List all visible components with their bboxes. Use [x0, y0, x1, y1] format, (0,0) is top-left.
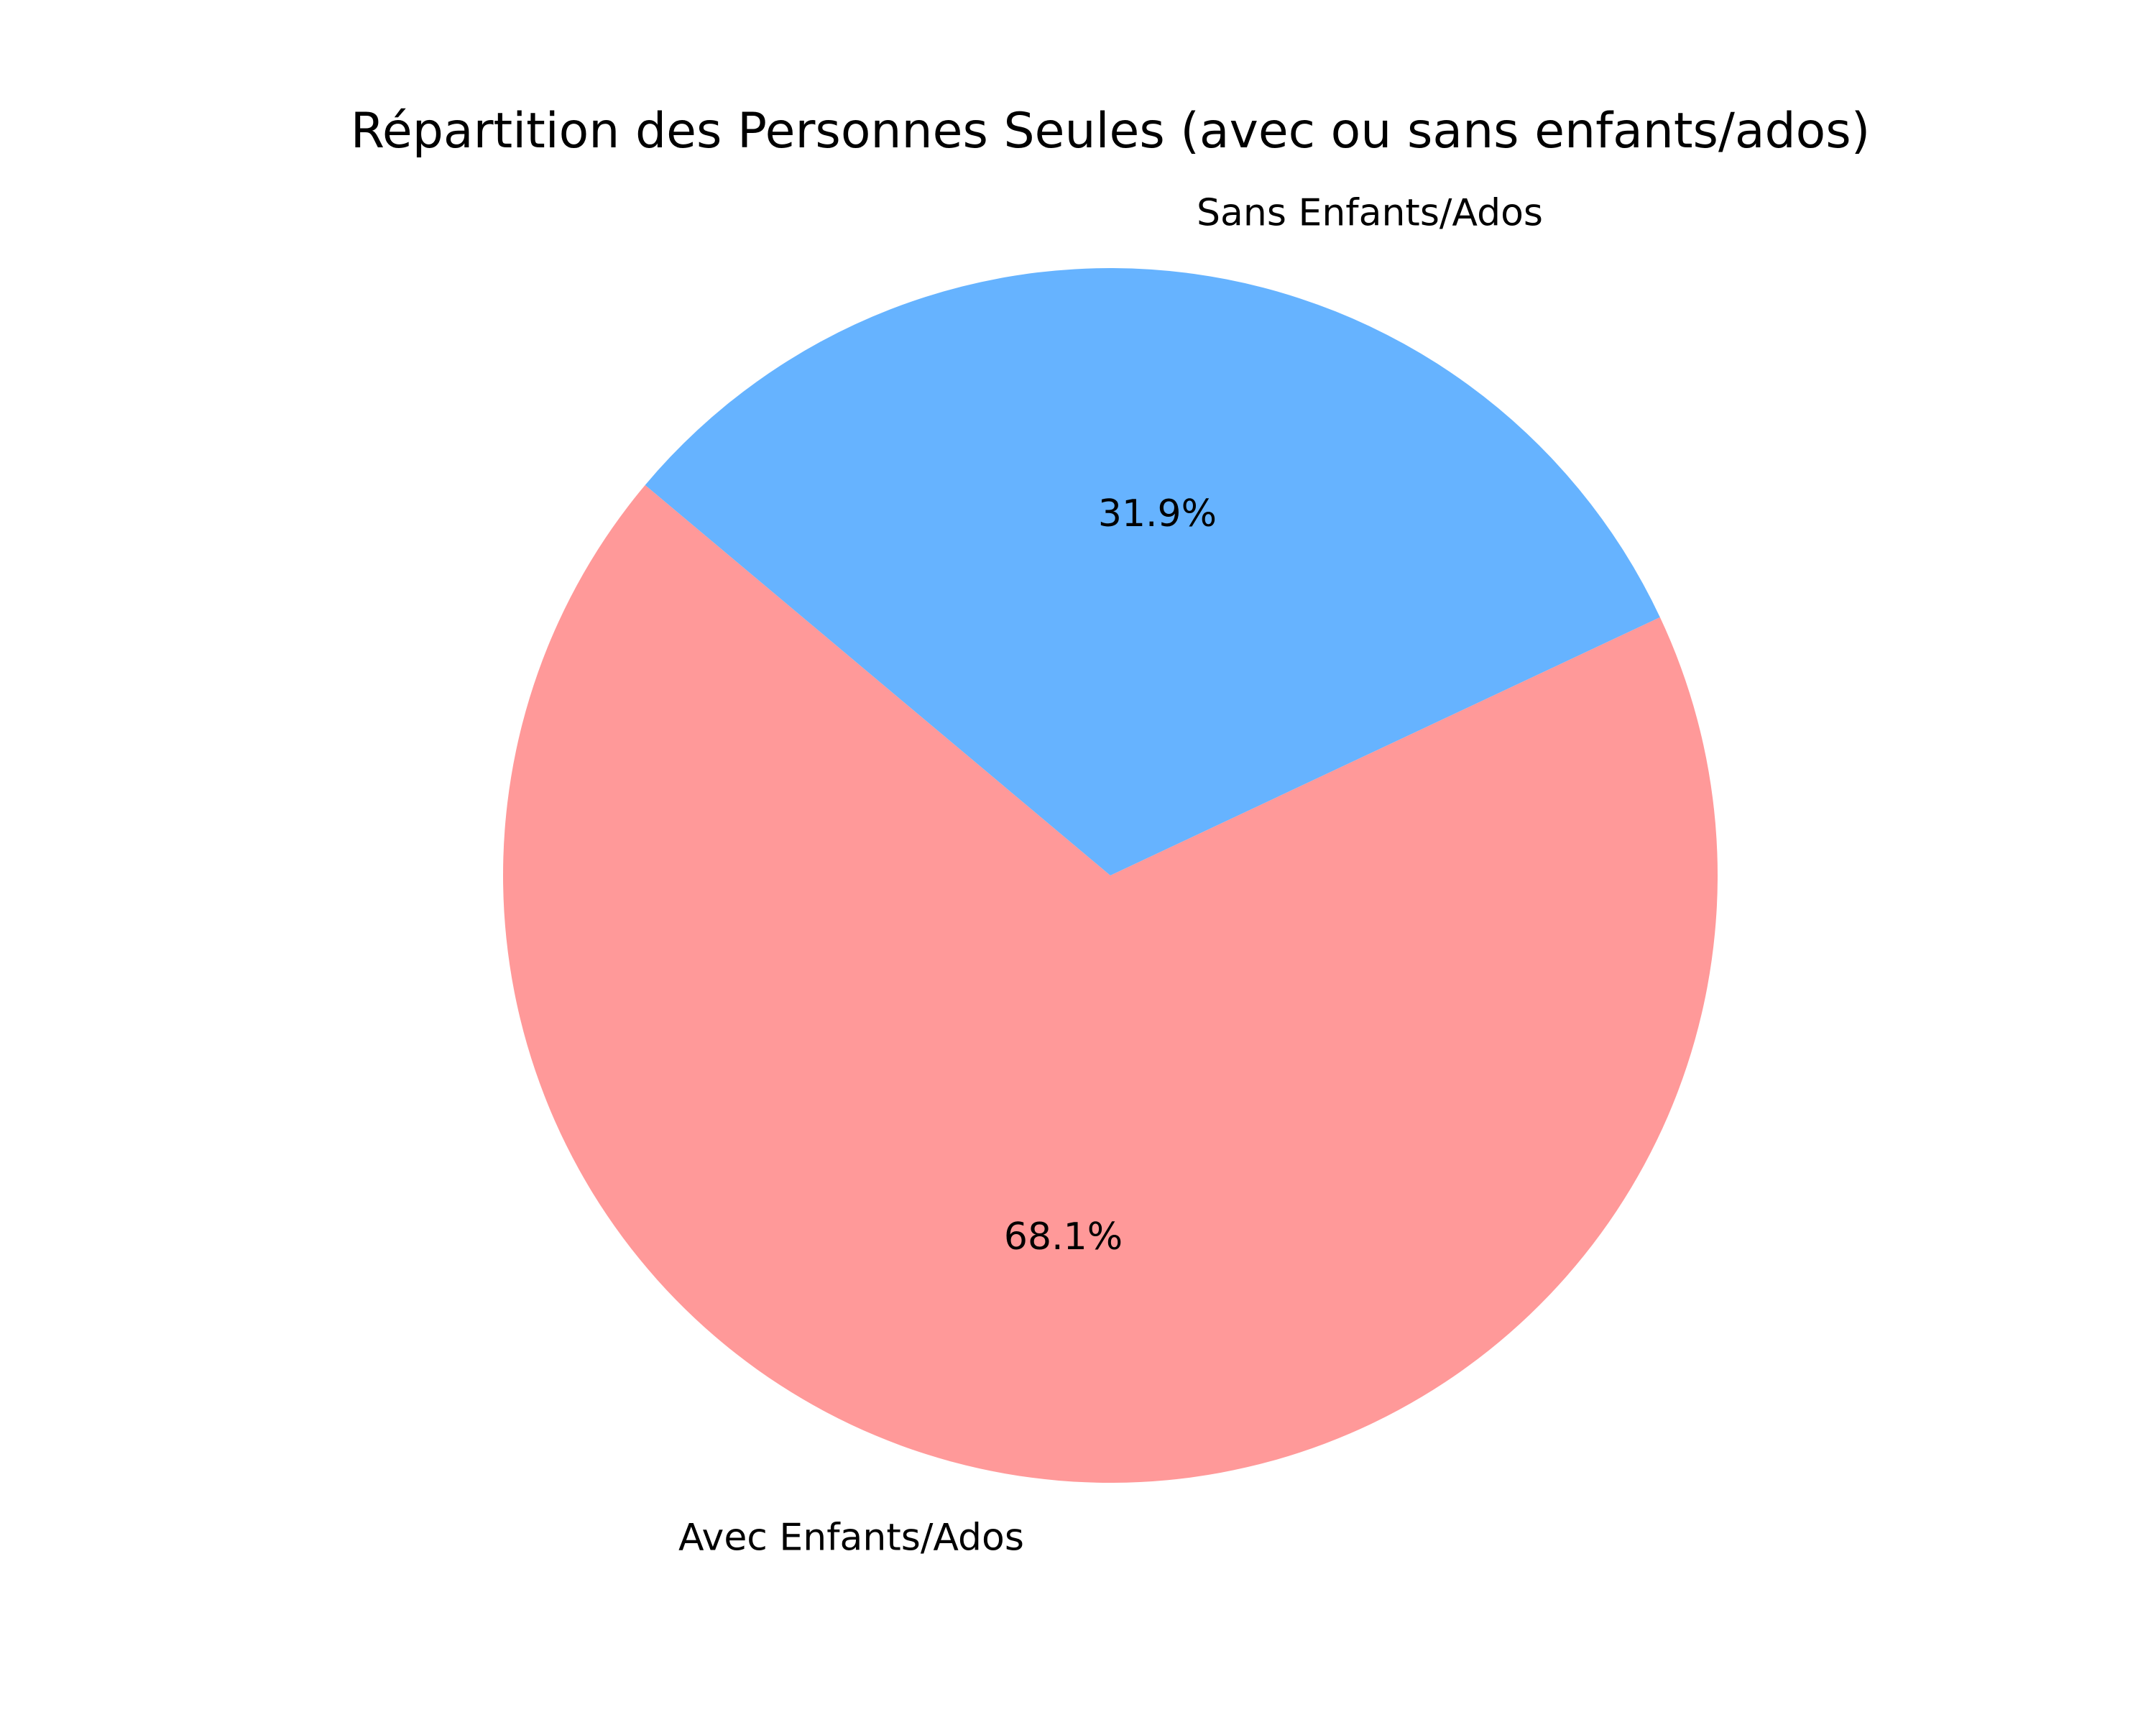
- pie-slice-sans-enfants-ados: [645, 267, 1660, 875]
- slice-percent-avec-enfants-ados: 68.1%: [1004, 1215, 1123, 1259]
- pie-slices: [503, 267, 1718, 1483]
- chart-title: Répartition des Personnes Seules (avec o…: [351, 103, 1871, 160]
- slice-label-avec-enfants-ados: Avec Enfants/Ados: [678, 1517, 1024, 1560]
- slice-label-sans-enfants-ados: Sans Enfants/Ados: [1197, 191, 1543, 234]
- slice-percent-sans-enfants-ados: 31.9%: [1098, 492, 1217, 535]
- pie-labels: Avec Enfants/Ados 68.1% Sans Enfants/Ados 3…: [678, 191, 1543, 1559]
- pie-slice-avec-enfants-ados: [503, 484, 1718, 1483]
